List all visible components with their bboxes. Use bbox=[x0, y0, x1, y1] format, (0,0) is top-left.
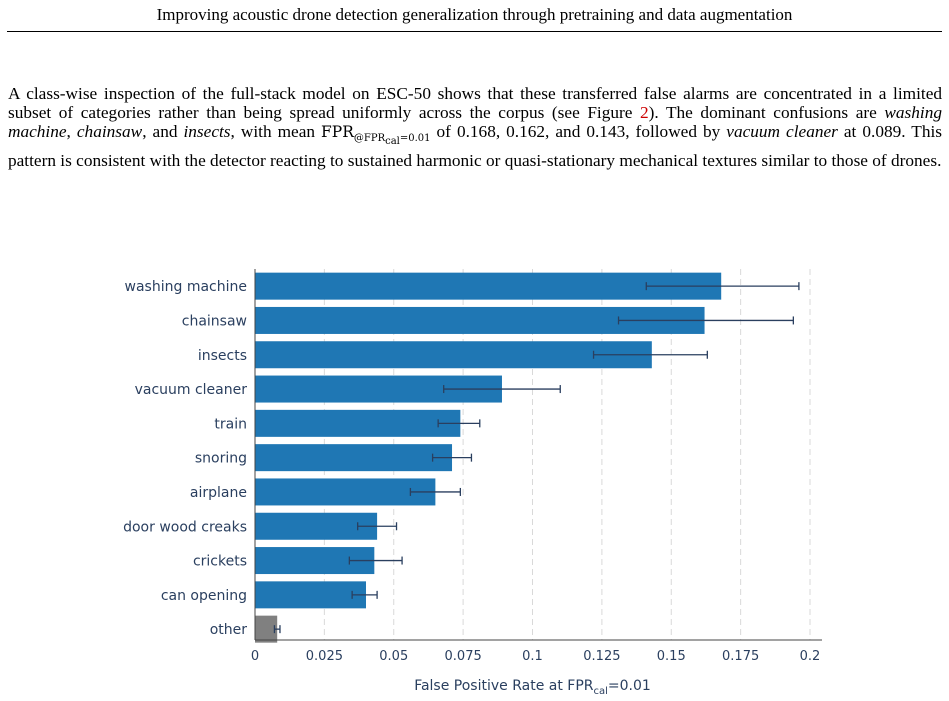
category-label: can opening bbox=[161, 588, 247, 604]
metric-subsub: cal bbox=[385, 136, 400, 148]
category-label: insects bbox=[198, 348, 247, 364]
bar bbox=[255, 444, 453, 472]
x-tick-label: 0.175 bbox=[722, 649, 759, 664]
category-label: crickets bbox=[193, 554, 247, 570]
header-rule bbox=[7, 31, 942, 32]
bar bbox=[255, 341, 652, 369]
bar bbox=[255, 512, 378, 540]
x-tick-label: 0.075 bbox=[445, 649, 482, 664]
figure-reference-link[interactable]: 2 bbox=[640, 103, 649, 122]
x-tick-label: 0.1 bbox=[522, 649, 543, 664]
paragraph-text: at 0.089. This pattern is consistent wit… bbox=[8, 122, 942, 171]
paragraph-text: A class-wise inspection of the full-stac… bbox=[8, 84, 942, 122]
x-tick-label: 0.2 bbox=[800, 649, 821, 664]
bar bbox=[255, 478, 436, 506]
category-name: chainsaw bbox=[76, 122, 143, 141]
x-tick-labels: 0 0.025 0.05 0.075 0.1 0.125 0.15 0.175 0.2 bbox=[251, 649, 820, 664]
metric-sub: @FPR bbox=[353, 133, 386, 145]
x-tick-label: 0.025 bbox=[306, 649, 343, 664]
bar bbox=[255, 581, 366, 609]
paragraph-text: ). The dominant confusions are bbox=[648, 103, 885, 122]
x-tick-label: 0 bbox=[251, 649, 259, 664]
x-tick-label: 0.05 bbox=[379, 649, 408, 664]
bar bbox=[255, 409, 461, 437]
metric-eq: =0.01 bbox=[399, 133, 431, 145]
paragraph-text: , and bbox=[142, 122, 184, 141]
fpr-bar-chart: washing machine chainsaw insects vacuum cle… bbox=[123, 269, 822, 697]
x-axis-title: False Positive Rate at FPRcal=0.01 bbox=[414, 678, 651, 697]
bar bbox=[255, 272, 722, 300]
x-tick-label: 0.15 bbox=[657, 649, 686, 664]
x-tick-label: 0.125 bbox=[583, 649, 620, 664]
bars bbox=[255, 272, 722, 643]
bar bbox=[255, 615, 278, 643]
category-name: insects bbox=[183, 122, 231, 141]
x-axis-title-sub: cal bbox=[594, 686, 608, 697]
x-axis-title-main: False Positive Rate at FPR bbox=[414, 678, 594, 694]
category-label: snoring bbox=[195, 451, 247, 467]
metric-symbol: FPR@FPRcal=0.01 bbox=[321, 123, 431, 147]
category-labels: washing machine chainsaw insects vacuum cle… bbox=[123, 279, 247, 638]
category-label: airplane bbox=[190, 485, 247, 501]
category-label: train bbox=[214, 416, 247, 432]
category-label: washing machine bbox=[125, 279, 247, 295]
paragraph-text: of 0.168, 0.162, and 0.143, followed by bbox=[430, 122, 727, 141]
x-axis-title-tail: =0.01 bbox=[608, 678, 651, 694]
paragraph-text: , with mean bbox=[230, 122, 322, 141]
category-label: vacuum cleaner bbox=[135, 382, 248, 398]
category-label: other bbox=[210, 622, 248, 638]
category-name: vacuum cleaner bbox=[726, 122, 838, 141]
metric-main: FPR bbox=[321, 123, 354, 141]
category-label: door wood creaks bbox=[123, 519, 247, 535]
category-label: chainsaw bbox=[182, 313, 247, 329]
paragraph-text: , bbox=[66, 122, 77, 141]
error-bars bbox=[273, 282, 800, 634]
running-title: Improving acoustic drone detection gener… bbox=[156, 5, 793, 24]
category-name: washing machine bbox=[8, 103, 943, 141]
body-paragraph: A class-wise inspection of the full-stac… bbox=[8, 84, 942, 170]
